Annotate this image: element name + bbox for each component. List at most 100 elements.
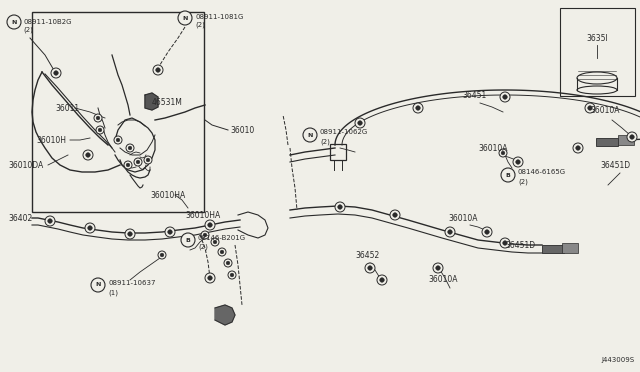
Circle shape xyxy=(128,146,132,150)
Text: 36010HA: 36010HA xyxy=(185,211,220,219)
Text: J443009S: J443009S xyxy=(602,357,635,363)
Text: N: N xyxy=(182,16,188,20)
Circle shape xyxy=(436,266,440,270)
Circle shape xyxy=(211,238,219,246)
Text: N: N xyxy=(12,19,17,25)
Circle shape xyxy=(503,95,508,99)
Circle shape xyxy=(158,251,166,259)
Circle shape xyxy=(413,103,423,113)
Text: 36451D: 36451D xyxy=(505,241,535,250)
Circle shape xyxy=(484,230,489,234)
Circle shape xyxy=(83,150,93,160)
Circle shape xyxy=(205,273,215,283)
Circle shape xyxy=(153,65,163,75)
Circle shape xyxy=(500,92,510,102)
Bar xyxy=(562,243,578,253)
Circle shape xyxy=(303,128,317,142)
Text: 36010: 36010 xyxy=(230,125,254,135)
Circle shape xyxy=(45,216,55,226)
Polygon shape xyxy=(145,93,158,110)
Circle shape xyxy=(160,253,164,257)
Text: 36010A: 36010A xyxy=(448,214,477,222)
Circle shape xyxy=(482,227,492,237)
Circle shape xyxy=(168,230,172,234)
Circle shape xyxy=(124,161,132,169)
Circle shape xyxy=(224,259,232,267)
Circle shape xyxy=(178,11,192,25)
Text: N: N xyxy=(95,282,100,288)
Circle shape xyxy=(126,144,134,152)
Text: 08146-B201G: 08146-B201G xyxy=(198,235,246,241)
Text: (2): (2) xyxy=(198,244,208,250)
Bar xyxy=(618,135,634,145)
Circle shape xyxy=(125,229,135,239)
Circle shape xyxy=(134,158,142,166)
Bar xyxy=(560,8,635,96)
Circle shape xyxy=(335,202,345,212)
Circle shape xyxy=(377,275,387,285)
Circle shape xyxy=(96,116,100,120)
Text: 36451D: 36451D xyxy=(600,160,630,170)
Circle shape xyxy=(181,233,195,247)
Text: 36010A: 36010A xyxy=(590,106,620,115)
Circle shape xyxy=(588,106,592,110)
Text: 36010A: 36010A xyxy=(428,276,458,285)
Circle shape xyxy=(573,143,583,153)
Text: N: N xyxy=(307,132,313,138)
Circle shape xyxy=(128,232,132,236)
Circle shape xyxy=(98,128,102,132)
Circle shape xyxy=(136,160,140,164)
Circle shape xyxy=(208,276,212,280)
Circle shape xyxy=(390,210,400,220)
Circle shape xyxy=(88,226,92,230)
Text: 08911-10B2G: 08911-10B2G xyxy=(23,19,72,25)
Text: (2): (2) xyxy=(23,27,33,33)
Polygon shape xyxy=(215,305,235,325)
Circle shape xyxy=(416,106,420,110)
Circle shape xyxy=(630,135,634,139)
Circle shape xyxy=(7,15,21,29)
Text: 36402: 36402 xyxy=(8,214,32,222)
Circle shape xyxy=(91,278,105,292)
Text: 08911-10637: 08911-10637 xyxy=(108,280,156,286)
Circle shape xyxy=(445,227,455,237)
Text: 46531M: 46531M xyxy=(152,97,183,106)
Circle shape xyxy=(204,233,207,237)
Circle shape xyxy=(96,126,104,134)
Bar xyxy=(542,245,564,253)
Circle shape xyxy=(338,205,342,209)
Text: (2): (2) xyxy=(320,139,330,145)
Circle shape xyxy=(500,238,510,248)
Circle shape xyxy=(48,219,52,223)
Text: (1): (1) xyxy=(108,290,118,296)
Text: (2): (2) xyxy=(518,179,528,185)
Circle shape xyxy=(627,132,637,142)
Circle shape xyxy=(86,153,90,157)
Text: (2): (2) xyxy=(195,22,205,28)
Text: 36010A: 36010A xyxy=(478,144,508,153)
Circle shape xyxy=(576,146,580,150)
Circle shape xyxy=(85,223,95,233)
Circle shape xyxy=(144,156,152,164)
Circle shape xyxy=(218,248,226,256)
Text: B: B xyxy=(506,173,511,177)
Circle shape xyxy=(355,118,365,128)
Circle shape xyxy=(126,163,130,167)
Circle shape xyxy=(499,149,507,157)
Circle shape xyxy=(516,160,520,164)
Circle shape xyxy=(146,158,150,162)
Circle shape xyxy=(201,231,209,239)
Circle shape xyxy=(114,136,122,144)
Circle shape xyxy=(220,250,224,254)
Circle shape xyxy=(205,220,215,230)
Circle shape xyxy=(116,138,120,142)
Circle shape xyxy=(503,241,508,245)
Circle shape xyxy=(433,263,443,273)
Circle shape xyxy=(94,114,102,122)
Circle shape xyxy=(365,263,375,273)
Circle shape xyxy=(51,68,61,78)
Bar xyxy=(32,12,204,212)
Text: 36011: 36011 xyxy=(55,103,79,112)
Text: 36010DA: 36010DA xyxy=(8,160,44,170)
Circle shape xyxy=(513,157,523,167)
